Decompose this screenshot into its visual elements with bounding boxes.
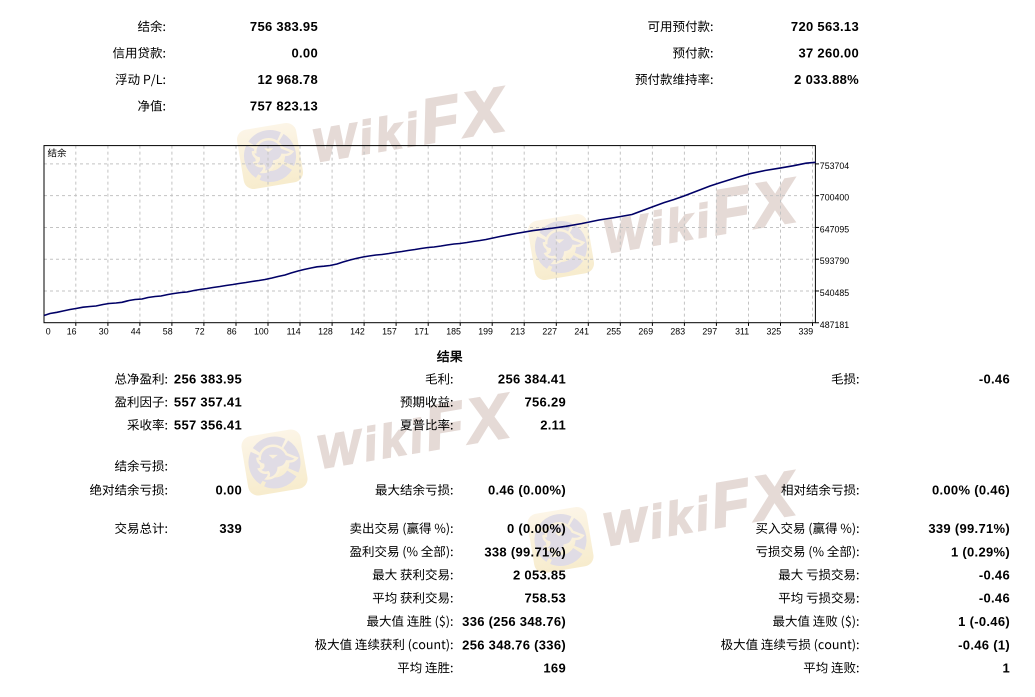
svg-text:169: 169	[543, 661, 566, 676]
svg-text:86: 86	[227, 326, 237, 336]
svg-text:557 356.41: 557 356.41	[174, 418, 242, 433]
svg-text:0.46 (0.00%): 0.46 (0.00%)	[488, 483, 566, 498]
svg-text:44: 44	[131, 326, 141, 336]
svg-text:171: 171	[414, 326, 429, 336]
svg-text:0.00% (0.46): 0.00% (0.46)	[932, 483, 1010, 498]
svg-text:37 260.00: 37 260.00	[798, 46, 859, 61]
svg-text:540485: 540485	[820, 288, 849, 298]
svg-text:0: 0	[46, 326, 51, 336]
svg-text:227: 227	[542, 326, 557, 336]
svg-text:339: 339	[219, 521, 242, 536]
svg-text:756 383.95: 756 383.95	[250, 19, 318, 34]
svg-text:0.00: 0.00	[215, 483, 242, 498]
svg-text:100: 100	[254, 326, 269, 336]
svg-text:2 033.88%: 2 033.88%	[794, 72, 859, 87]
svg-text:142: 142	[350, 326, 365, 336]
svg-text:30: 30	[99, 326, 109, 336]
svg-text:-0.46 (1): -0.46 (1)	[958, 637, 1010, 652]
svg-text:700400: 700400	[820, 193, 849, 203]
svg-text:2.11: 2.11	[540, 418, 566, 433]
svg-text:-0.46: -0.46	[979, 591, 1010, 606]
svg-text:720 563.13: 720 563.13	[791, 19, 859, 34]
svg-text:199: 199	[478, 326, 493, 336]
svg-text:325: 325	[767, 326, 782, 336]
svg-text:1 (-0.46): 1 (-0.46)	[958, 614, 1010, 629]
svg-text:338 (99.71%): 338 (99.71%)	[484, 544, 566, 559]
svg-text:256 383.95: 256 383.95	[174, 372, 242, 387]
svg-text:12 968.78: 12 968.78	[257, 72, 318, 87]
svg-text:757 823.13: 757 823.13	[250, 99, 318, 114]
svg-text:157: 157	[382, 326, 397, 336]
svg-text:256 384.41: 256 384.41	[498, 372, 566, 387]
svg-text:72: 72	[195, 326, 205, 336]
svg-text:336 (256 348.76): 336 (256 348.76)	[462, 614, 566, 629]
svg-text:-0.46: -0.46	[979, 372, 1010, 387]
svg-text:58: 58	[163, 326, 173, 336]
svg-text:593790: 593790	[820, 256, 849, 266]
svg-text:756.29: 756.29	[524, 395, 566, 410]
svg-text:0.00: 0.00	[291, 46, 318, 61]
svg-text:185: 185	[446, 326, 461, 336]
svg-text:283: 283	[670, 326, 685, 336]
svg-text:339: 339	[799, 326, 814, 336]
svg-text:1 (0.29%): 1 (0.29%)	[951, 544, 1010, 559]
svg-text:753704: 753704	[820, 161, 849, 171]
svg-text:1: 1	[1002, 661, 1010, 676]
svg-text:128: 128	[318, 326, 333, 336]
svg-text:-0.46: -0.46	[979, 568, 1010, 583]
svg-text:297: 297	[702, 326, 717, 336]
svg-text:339 (99.71%): 339 (99.71%)	[928, 521, 1010, 536]
svg-text:647095: 647095	[820, 224, 849, 234]
svg-text:758.53: 758.53	[524, 591, 566, 606]
svg-text:557 357.41: 557 357.41	[174, 395, 242, 410]
svg-text:16: 16	[67, 326, 77, 336]
svg-text:255: 255	[606, 326, 621, 336]
svg-text:2 053.85: 2 053.85	[513, 568, 566, 583]
svg-text:0 (0.00%): 0 (0.00%)	[507, 521, 566, 536]
svg-text:487181: 487181	[820, 320, 849, 330]
svg-text:311: 311	[735, 326, 749, 336]
svg-text:269: 269	[638, 326, 653, 336]
svg-text:213: 213	[510, 326, 525, 336]
svg-text:114: 114	[287, 326, 301, 336]
svg-text:241: 241	[574, 326, 589, 336]
svg-text:256 348.76 (336): 256 348.76 (336)	[462, 637, 566, 652]
